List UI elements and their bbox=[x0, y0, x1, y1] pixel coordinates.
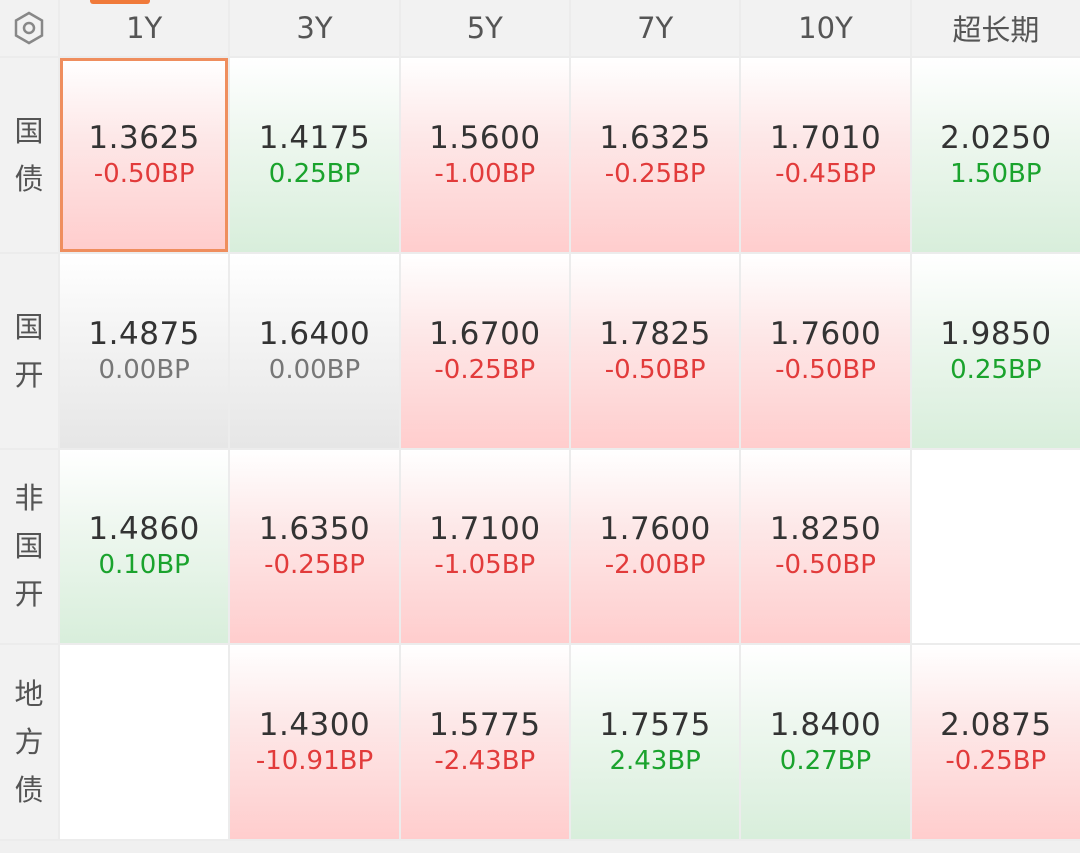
accent-bar bbox=[90, 0, 150, 4]
yield-value: 1.7575 bbox=[599, 707, 711, 744]
col-header-ultra-long: 超长期 bbox=[911, 0, 1080, 56]
yield-cell[interactable]: 2.0875 -0.25BP bbox=[911, 645, 1080, 839]
yield-cell[interactable]: 1.7825 -0.50BP bbox=[570, 253, 740, 448]
yield-value: 1.6325 bbox=[599, 119, 711, 156]
row-label-char: 地 bbox=[14, 677, 44, 712]
yield-cell[interactable]: 1.3625 -0.50BP bbox=[60, 58, 229, 252]
yield-cell[interactable]: 1.7600 -0.50BP bbox=[741, 253, 910, 448]
yield-cell[interactable]: 1.7600 -2.00BP bbox=[570, 449, 740, 644]
yield-change: 0.10BP bbox=[98, 550, 190, 581]
yield-value: 1.7825 bbox=[599, 315, 711, 352]
yield-cell[interactable]: 1.9850 0.25BP bbox=[911, 253, 1080, 448]
hexagon-settings-icon[interactable] bbox=[10, 9, 48, 47]
yield-value: 1.5600 bbox=[429, 119, 541, 156]
yield-value: 1.4860 bbox=[88, 511, 200, 548]
yield-cell[interactable]: 1.5775 -2.43BP bbox=[400, 645, 569, 839]
row-label-char: 开 bbox=[14, 577, 44, 612]
col-header-10y: 10Y bbox=[741, 0, 910, 56]
yield-value: 1.4875 bbox=[88, 315, 200, 352]
yield-change: -0.25BP bbox=[945, 746, 1047, 777]
yield-cell[interactable]: 1.4300 -10.91BP bbox=[230, 645, 399, 839]
row-label-char: 开 bbox=[14, 357, 44, 392]
yield-change: -0.50BP bbox=[775, 550, 876, 581]
yield-value: 1.8400 bbox=[769, 707, 882, 744]
yield-cell[interactable]: 1.7575 2.43BP bbox=[570, 645, 740, 839]
row-label-char: 国 bbox=[14, 309, 44, 344]
yield-cell[interactable]: 1.4860 0.10BP bbox=[60, 449, 229, 644]
row-label-cdb: 国 开 bbox=[0, 253, 58, 448]
footer-strip bbox=[0, 841, 1080, 853]
yield-cell[interactable]: 1.4875 0.00BP bbox=[60, 253, 229, 448]
yield-cell[interactable]: 1.8250 -0.50BP bbox=[741, 449, 910, 644]
row-label-char: 国 bbox=[14, 113, 44, 148]
col-header-5y: 5Y bbox=[400, 0, 569, 56]
yield-change: 0.25BP bbox=[268, 158, 361, 189]
yield-cell[interactable]: 1.6325 -0.25BP bbox=[570, 58, 740, 252]
col-header-3y: 3Y bbox=[230, 0, 399, 56]
yield-cell[interactable]: 1.7100 -1.05BP bbox=[400, 449, 569, 644]
yield-change: 0.00BP bbox=[98, 354, 190, 385]
yield-value: 2.0250 bbox=[940, 119, 1052, 156]
yield-cell[interactable]: 1.6400 0.00BP bbox=[230, 253, 399, 448]
row-label-non-cdb: 非 国 开 bbox=[0, 449, 58, 644]
col-header-7y: 7Y bbox=[570, 0, 740, 56]
yield-change: -0.25BP bbox=[604, 158, 706, 189]
yield-value: 1.4300 bbox=[258, 707, 371, 744]
row-label-treasury: 国 债 bbox=[0, 58, 58, 252]
yield-change: 0.25BP bbox=[950, 354, 1042, 385]
yield-value: 1.6350 bbox=[258, 511, 371, 548]
yield-value: 1.3625 bbox=[88, 119, 200, 156]
yield-change: 2.43BP bbox=[609, 746, 701, 777]
yield-value: 2.0875 bbox=[940, 707, 1052, 744]
row-label-local-gov: 地 方 债 bbox=[0, 645, 58, 839]
yield-cell[interactable]: 1.6700 -0.25BP bbox=[400, 253, 569, 448]
yield-value: 1.7600 bbox=[769, 315, 882, 352]
yield-cell[interactable]: 1.7010 -0.45BP bbox=[741, 58, 910, 252]
yield-cell[interactable]: 1.5600 -1.00BP bbox=[400, 58, 569, 252]
row-label-char: 方 bbox=[14, 725, 44, 760]
yield-value: 1.7010 bbox=[769, 119, 882, 156]
yield-value: 1.6400 bbox=[258, 315, 371, 352]
corner-cell[interactable] bbox=[0, 0, 150, 56]
yield-change: -1.00BP bbox=[434, 158, 536, 189]
yield-change: 0.00BP bbox=[268, 354, 361, 385]
yield-value: 1.9850 bbox=[940, 315, 1052, 352]
yield-value: 1.7600 bbox=[599, 511, 711, 548]
yield-cell[interactable]: 1.6350 -0.25BP bbox=[230, 449, 399, 644]
row-label-char: 债 bbox=[14, 773, 44, 808]
yield-change: -0.50BP bbox=[775, 354, 876, 385]
yield-change: -2.00BP bbox=[604, 550, 706, 581]
yield-value: 1.6700 bbox=[429, 315, 541, 352]
yield-value: 1.7100 bbox=[429, 511, 541, 548]
row-label-char: 国 bbox=[14, 529, 44, 564]
row-label-char: 非 bbox=[14, 481, 44, 516]
yield-change: -10.91BP bbox=[255, 746, 374, 777]
yield-change: -2.43BP bbox=[434, 746, 536, 777]
yield-value: 1.4175 bbox=[258, 119, 371, 156]
yield-change: 0.27BP bbox=[779, 746, 872, 777]
yield-change: 1.50BP bbox=[950, 158, 1042, 189]
yield-cell[interactable]: 1.8400 0.27BP bbox=[741, 645, 910, 839]
yield-cell[interactable]: 2.0250 1.50BP bbox=[911, 58, 1080, 252]
empty-cell bbox=[60, 645, 229, 839]
yield-change: -1.05BP bbox=[434, 550, 536, 581]
yield-value: 1.5775 bbox=[429, 707, 541, 744]
empty-cell bbox=[911, 449, 1080, 644]
col-header-1y: 1Y bbox=[60, 0, 229, 56]
yield-change: -0.50BP bbox=[93, 158, 195, 189]
row-label-char: 债 bbox=[14, 161, 44, 196]
yield-change: -0.45BP bbox=[775, 158, 876, 189]
yield-change: -0.25BP bbox=[264, 550, 365, 581]
yield-change: -0.25BP bbox=[434, 354, 536, 385]
yield-change: -0.50BP bbox=[604, 354, 706, 385]
yield-cell[interactable]: 1.4175 0.25BP bbox=[230, 58, 399, 252]
yield-value: 1.8250 bbox=[769, 511, 882, 548]
